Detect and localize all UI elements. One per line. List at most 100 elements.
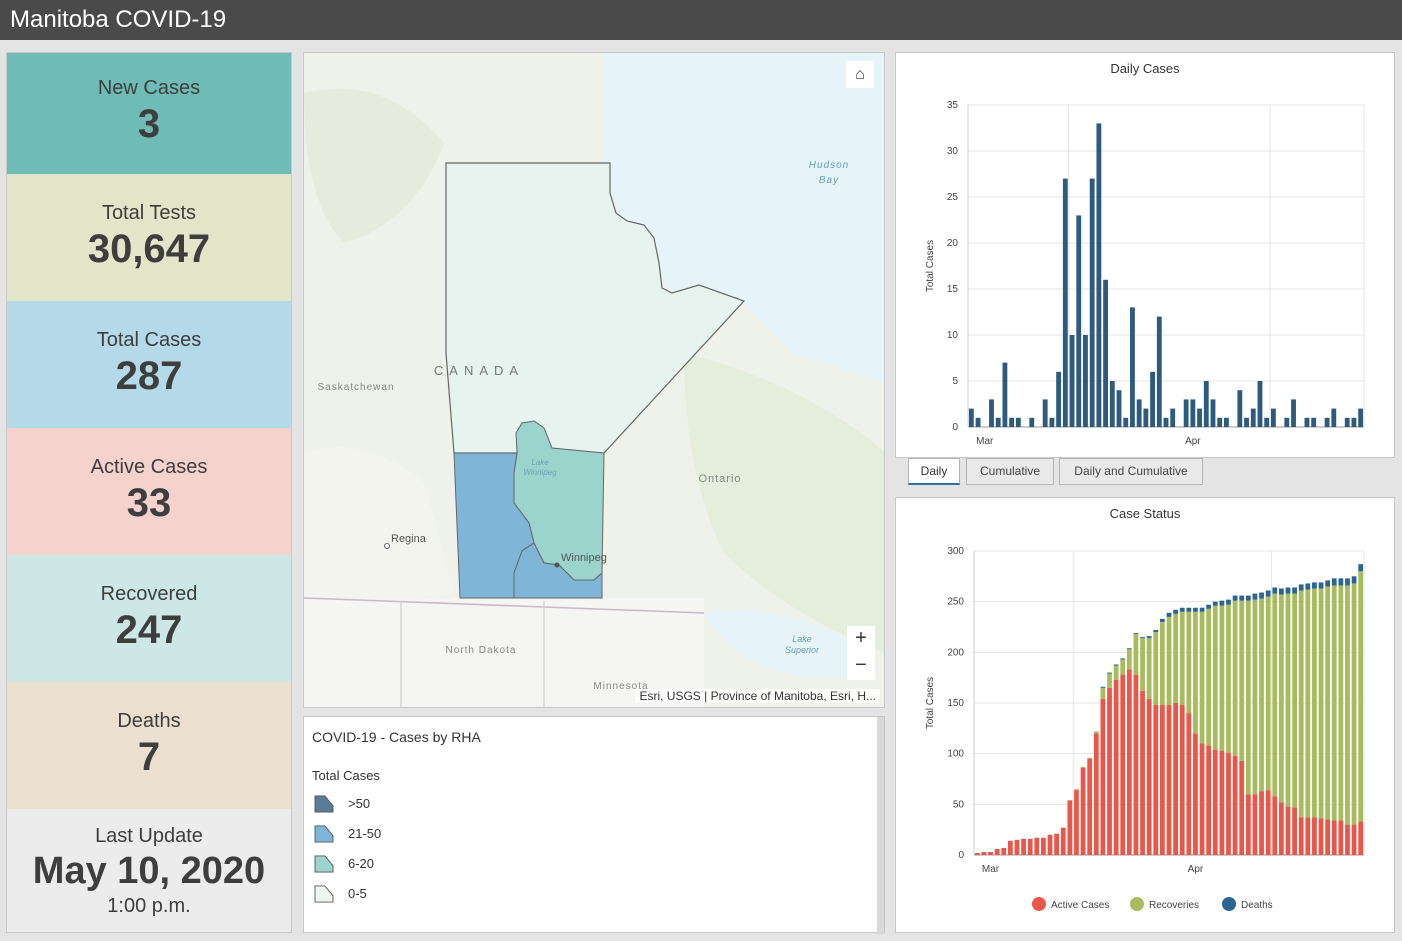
bar-segment-deaths[interactable] [1338,578,1344,586]
bar[interactable] [1002,362,1008,427]
bar-segment-recoveries[interactable] [1305,589,1311,818]
bar-segment-recoveries[interactable] [1186,611,1192,714]
bar-segment-deaths[interactable] [1298,584,1304,591]
bar[interactable] [1069,335,1075,427]
bar-segment-recoveries[interactable] [1113,665,1119,680]
bar-segment-active-cases[interactable] [1345,824,1350,855]
bar-segment-active-cases[interactable] [1140,690,1145,855]
bar-segment-deaths[interactable] [1292,587,1297,594]
bar-segment-active-cases[interactable] [1041,837,1046,855]
bar-segment-deaths[interactable] [1206,604,1212,609]
bar[interactable] [1136,399,1142,427]
rha-southern-health[interactable] [513,542,603,599]
bar-segment-recoveries[interactable] [1331,585,1337,821]
bar[interactable] [1143,408,1149,427]
bar-segment-active-cases[interactable] [1021,838,1026,855]
bar-segment-recoveries[interactable] [1285,593,1291,807]
bar[interactable] [968,408,974,427]
bar-segment-active-cases[interactable] [1120,674,1126,855]
bar-segment-deaths[interactable] [1305,583,1311,590]
bar-segment-recoveries[interactable] [1080,766,1086,768]
bar-segment-active-cases[interactable] [1285,806,1291,855]
bar-segment-recoveries[interactable] [1259,598,1264,792]
bar-segment-deaths[interactable] [1179,607,1185,612]
bar-segment-deaths[interactable] [1219,600,1225,606]
bar-segment-active-cases[interactable] [1351,824,1357,855]
bar-segment-deaths[interactable] [1318,582,1324,589]
bar-segment-active-cases[interactable] [1166,705,1172,855]
bar-segment-recoveries[interactable] [1074,789,1079,791]
bar-segment-active-cases[interactable] [1173,703,1178,855]
tab-daily[interactable]: Daily [908,458,960,485]
bar[interactable] [1103,279,1109,427]
bar[interactable] [1324,417,1330,427]
bar-segment-active-cases[interactable] [1146,698,1152,855]
bar-segment-recoveries[interactable] [1358,571,1364,822]
bar-segment-active-cases[interactable] [1318,818,1324,855]
bar-segment-active-cases[interactable] [1100,698,1106,855]
bar-segment-recoveries[interactable] [1292,593,1297,808]
bar-segment-deaths[interactable] [1140,637,1145,639]
legend-marker[interactable] [1222,897,1236,911]
bar[interactable] [1062,178,1068,427]
bar-segment-active-cases[interactable] [1312,817,1317,855]
bar-segment-active-cases[interactable] [1206,745,1212,855]
bar-segment-recoveries[interactable] [1193,611,1198,734]
bar-segment-deaths[interactable] [1272,587,1278,594]
map-canvas[interactable]: Hudson Bay CANADA Saskatchewan Ontario L… [304,53,885,708]
bar-segment-active-cases[interactable] [1027,838,1033,855]
bar-segment-active-cases[interactable] [1278,802,1284,855]
bar[interactable] [1116,390,1122,427]
bar-segment-active-cases[interactable] [1007,840,1013,855]
bar[interactable] [1083,335,1088,427]
bar-segment-active-cases[interactable] [1239,760,1245,855]
bar[interactable] [1015,417,1021,427]
bar[interactable] [989,399,994,427]
bar-segment-active-cases[interactable] [1014,839,1020,855]
bar-segment-active-cases[interactable] [1338,820,1344,855]
legend-label[interactable]: Deaths [1241,900,1273,911]
bar[interactable] [1130,307,1135,427]
bar[interactable] [1331,408,1337,427]
bar[interactable] [1291,399,1296,427]
bar-segment-active-cases[interactable] [1212,749,1218,855]
bar-segment-active-cases[interactable] [1226,752,1231,855]
bar[interactable] [1257,381,1263,427]
bar-segment-recoveries[interactable] [1166,616,1172,706]
bar-segment-recoveries[interactable] [1206,608,1212,746]
bar-segment-active-cases[interactable] [1126,669,1132,855]
bar[interactable] [1351,417,1357,427]
bar-segment-active-cases[interactable] [1160,705,1165,855]
bar-segment-active-cases[interactable] [1186,713,1192,855]
bar-segment-recoveries[interactable] [1312,588,1317,818]
bar[interactable] [1076,215,1082,427]
bar-segment-deaths[interactable] [1120,658,1126,660]
bar-segment-recoveries[interactable] [1146,638,1152,699]
bar[interactable] [1250,408,1256,427]
map-view[interactable]: Hudson Bay CANADA Saskatchewan Ontario L… [303,52,885,708]
bar-segment-active-cases[interactable] [1153,705,1159,855]
bar-segment-active-cases[interactable] [1179,705,1185,855]
bar-segment-active-cases[interactable] [1060,827,1066,855]
bar[interactable] [1049,417,1055,427]
bar[interactable] [1096,123,1102,428]
bar-segment-active-cases[interactable] [1074,790,1079,855]
bar-segment-recoveries[interactable] [1133,634,1139,675]
bar-segment-deaths[interactable] [1173,609,1178,614]
bar-segment-deaths[interactable] [1133,633,1139,635]
bar-segment-recoveries[interactable] [1160,621,1165,706]
bar-segment-recoveries[interactable] [1245,600,1251,795]
bar[interactable] [1123,417,1129,427]
bar-segment-recoveries[interactable] [1318,588,1324,819]
bar-segment-active-cases[interactable] [1292,807,1297,855]
bar-segment-recoveries[interactable] [1173,613,1178,703]
bar[interactable] [1203,381,1209,427]
legend-marker[interactable] [1130,897,1144,911]
bar-segment-active-cases[interactable] [1272,796,1278,855]
bar-segment-active-cases[interactable] [974,852,980,855]
bar-segment-active-cases[interactable] [1232,755,1238,855]
bar-segment-recoveries[interactable] [1140,638,1145,691]
bar-segment-recoveries[interactable] [1338,585,1344,821]
bar-segment-recoveries[interactable] [1278,594,1284,803]
bar[interactable] [1183,399,1189,427]
